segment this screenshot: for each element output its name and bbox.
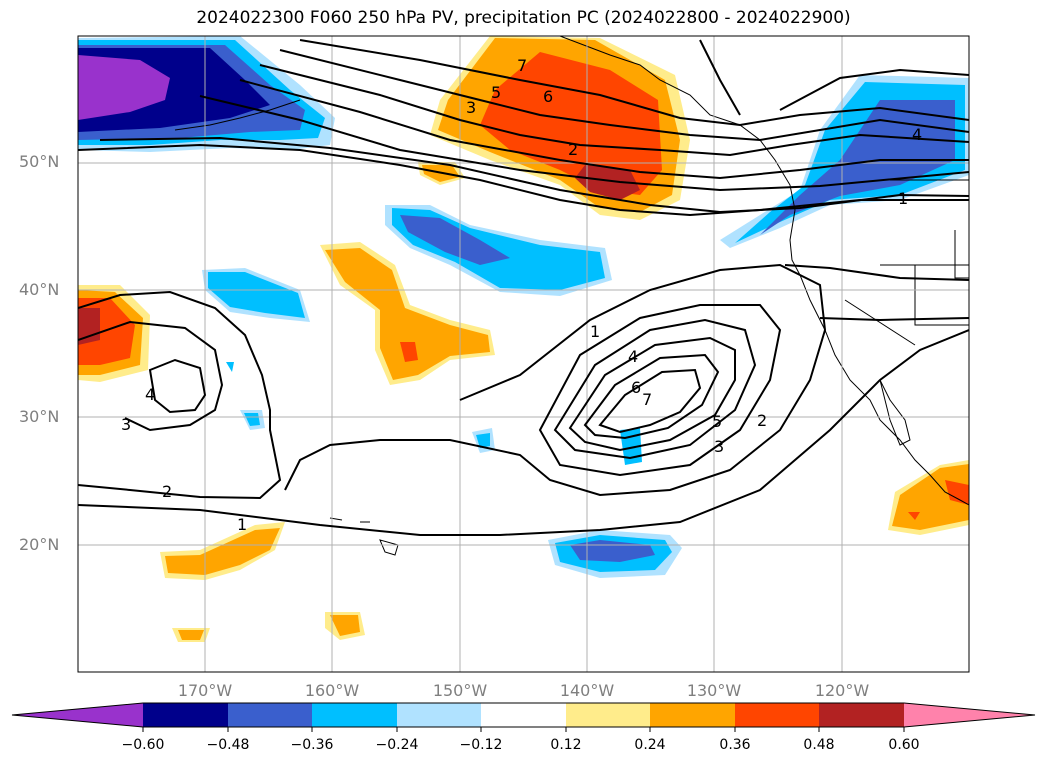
- colorbar-tick-label: 0.36: [719, 737, 751, 753]
- contour-label: 7: [642, 390, 652, 409]
- coastlines: [174, 36, 969, 556]
- lat-label: 20°N: [19, 535, 60, 554]
- colorbar-tick-label: 0.24: [634, 737, 666, 753]
- contour-label: 7: [517, 56, 527, 75]
- pos-region-north: [430, 36, 690, 220]
- contour-label: 2: [162, 482, 172, 501]
- map-frame: [77, 35, 970, 673]
- lat-label: 50°N: [19, 152, 60, 171]
- contour-label: 3: [714, 437, 724, 456]
- contour-label: 4: [628, 347, 638, 366]
- colorbar-tick-label: 0.48: [803, 737, 835, 753]
- lat-label: 40°N: [19, 280, 60, 299]
- contour-label: 3: [466, 98, 476, 117]
- pos-region-west: [78, 285, 150, 382]
- lon-label: 130°W: [686, 681, 742, 700]
- contour-label: 6: [543, 87, 553, 106]
- colorbar: [11, 702, 1036, 732]
- colorbar-extend-right: [904, 703, 1035, 727]
- lon-label: 160°W: [304, 681, 360, 700]
- colorbar-segment: [481, 703, 566, 727]
- colorbar-tick-label: 0.60: [888, 737, 920, 753]
- lat-label: 30°N: [19, 407, 60, 426]
- lon-label: 140°W: [559, 681, 615, 700]
- pos-region-mid: [320, 242, 495, 385]
- contour-label: 4: [912, 125, 922, 144]
- colorbar-segment: [397, 703, 481, 727]
- colorbar-tick-label: 0.12: [550, 737, 582, 753]
- colorbar-tick-label: −0.36: [290, 737, 334, 753]
- colorbar-tick-label: −0.12: [459, 737, 503, 753]
- contour-label: 1: [237, 515, 247, 534]
- colorbar-extend-left: [12, 703, 143, 727]
- colorbar-segment: [312, 703, 397, 727]
- contour-labels: 7 5 6 3 2 4 1 4 3 2 1 1 4 6 7 5 3 2: [121, 56, 922, 534]
- lon-label: 150°W: [432, 681, 488, 700]
- colorbar-segment: [819, 703, 904, 727]
- contour-label: 1: [590, 322, 600, 341]
- gridlines: [78, 36, 969, 672]
- contour-label: 3: [121, 415, 131, 434]
- lon-label: 120°W: [814, 681, 870, 700]
- neg-region-midnorth: [385, 205, 612, 296]
- neg-region-northeast: [720, 75, 969, 248]
- map-title: 2024022300 F060 250 hPa PV, precipitatio…: [196, 8, 851, 28]
- contour-label: 2: [568, 140, 578, 159]
- colorbar-segment: [228, 703, 312, 727]
- colorbar-segment: [650, 703, 735, 727]
- contour-label: 2: [757, 411, 767, 430]
- contour-label: 6: [631, 378, 641, 397]
- contour-label: 4: [145, 385, 155, 404]
- colorbar-tick-label: −0.24: [375, 737, 419, 753]
- pv-contours: [78, 39, 969, 536]
- lon-label: 170°W: [177, 681, 233, 700]
- contour-label: 5: [712, 412, 722, 431]
- colorbar-segment: [566, 703, 650, 727]
- colorbar-segment: [143, 703, 228, 727]
- contour-label: 5: [491, 83, 501, 102]
- colorbar-segment: [735, 703, 819, 727]
- colorbar-tick-label: −0.60: [121, 737, 165, 753]
- contour-label: 1: [898, 189, 908, 208]
- colorbar-tick-label: −0.48: [206, 737, 250, 753]
